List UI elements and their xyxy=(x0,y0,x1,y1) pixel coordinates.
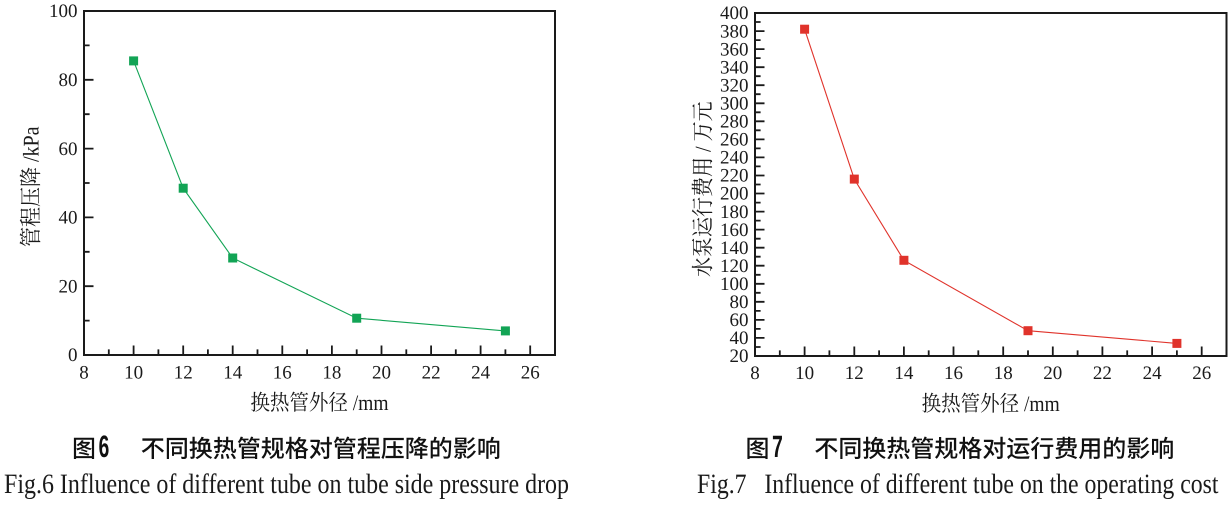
svg-text:8: 8 xyxy=(79,363,89,384)
svg-text:240: 240 xyxy=(720,148,749,169)
svg-text:40: 40 xyxy=(59,208,78,229)
svg-text:18: 18 xyxy=(994,363,1013,384)
svg-text:100: 100 xyxy=(49,1,78,22)
svg-text:140: 140 xyxy=(720,238,749,259)
svg-text:24: 24 xyxy=(1143,363,1163,384)
svg-text:10: 10 xyxy=(124,363,143,384)
svg-text:22: 22 xyxy=(1093,363,1112,384)
svg-text:160: 160 xyxy=(720,220,749,241)
svg-text:20: 20 xyxy=(730,346,749,367)
svg-text:14: 14 xyxy=(894,363,914,384)
svg-text:280: 280 xyxy=(720,112,749,133)
svg-text:200: 200 xyxy=(720,184,749,205)
svg-text:340: 340 xyxy=(720,57,749,78)
svg-text:22: 22 xyxy=(422,363,441,384)
svg-text:14: 14 xyxy=(223,363,243,384)
svg-text:26: 26 xyxy=(1192,363,1211,384)
svg-text:20: 20 xyxy=(1043,363,1062,384)
svg-text:220: 220 xyxy=(720,166,749,187)
svg-text:Fig.6 Influence of different t: Fig.6 Influence of different tube on tub… xyxy=(4,469,569,500)
svg-text:12: 12 xyxy=(845,363,864,384)
svg-text:60: 60 xyxy=(59,139,78,160)
svg-text:40: 40 xyxy=(730,328,749,349)
svg-text:400: 400 xyxy=(720,3,749,24)
svg-text:12: 12 xyxy=(174,363,193,384)
svg-text:10: 10 xyxy=(795,363,814,384)
svg-text:120: 120 xyxy=(720,256,749,277)
svg-text:80: 80 xyxy=(59,70,78,91)
svg-text:100: 100 xyxy=(720,274,749,295)
svg-text:16: 16 xyxy=(944,363,963,384)
svg-text:26: 26 xyxy=(521,363,540,384)
svg-text:20: 20 xyxy=(59,276,78,297)
svg-text:80: 80 xyxy=(730,292,749,313)
svg-text:20: 20 xyxy=(372,363,391,384)
svg-text:180: 180 xyxy=(720,202,749,223)
svg-text:0: 0 xyxy=(68,345,78,366)
svg-text:360: 360 xyxy=(720,39,749,60)
svg-text:24: 24 xyxy=(471,363,491,384)
svg-text:8: 8 xyxy=(750,363,760,384)
svg-text:16: 16 xyxy=(273,363,292,384)
svg-text:320: 320 xyxy=(720,75,749,96)
svg-text:18: 18 xyxy=(322,363,341,384)
svg-text:380: 380 xyxy=(720,21,749,42)
svg-text:60: 60 xyxy=(730,310,749,331)
svg-text:Fig.7 Influence of different: Fig.7 Influence of different tube on the… xyxy=(697,469,1219,500)
svg-text:260: 260 xyxy=(720,130,749,151)
svg-text:300: 300 xyxy=(720,94,749,115)
